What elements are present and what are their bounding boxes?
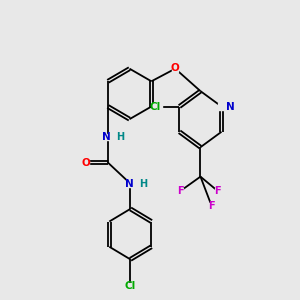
Text: F: F [214,186,220,196]
Bar [178,188,183,194]
Bar [209,203,214,209]
Text: N: N [226,101,235,112]
Text: Cl: Cl [150,101,161,112]
Text: H: H [116,132,124,142]
Bar [102,134,114,140]
Bar [125,283,135,289]
Text: N: N [124,179,133,189]
Text: H: H [139,179,147,189]
Text: F: F [178,186,184,196]
Text: Cl: Cl [125,281,136,291]
Text: O: O [81,158,90,168]
Bar [218,103,225,109]
Text: N: N [102,132,111,142]
Bar [215,188,220,194]
Bar [82,160,88,166]
Text: O: O [171,63,180,73]
Bar [124,181,137,187]
Text: F: F [208,201,215,211]
Bar [172,66,178,72]
Bar [152,103,162,109]
